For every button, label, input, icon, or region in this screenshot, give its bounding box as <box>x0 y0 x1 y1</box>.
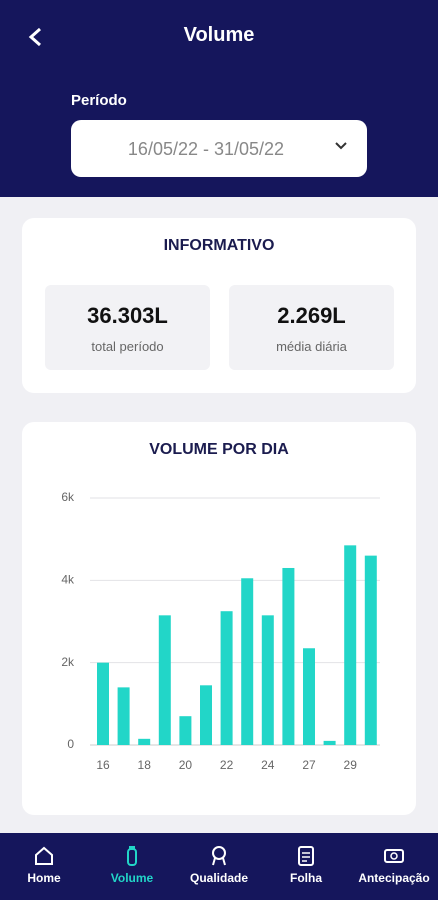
x-tick-label: 16 <box>96 758 110 772</box>
period-dropdown[interactable]: 16/05/22 - 31/05/22 <box>71 120 367 177</box>
bar <box>261 615 274 745</box>
nav-icon <box>35 846 53 865</box>
bar <box>303 648 315 745</box>
x-tick-label: 29 <box>344 758 358 772</box>
back-button[interactable] <box>26 26 46 48</box>
header: Volume Período 16/05/22 - 31/05/22 <box>0 0 438 197</box>
x-tick-label: 27 <box>302 758 316 772</box>
bar <box>138 738 151 745</box>
chart-title: VOLUME POR DIA <box>149 441 289 458</box>
nav-item[interactable]: Volume <box>88 833 176 900</box>
x-tick-label: 20 <box>179 758 193 772</box>
chart-card: VOLUME POR DIA 0 2k 4k 6k 16 18 20 22 24 27 29 <box>22 422 416 815</box>
y-tick-label: 4k <box>61 573 75 587</box>
info-box: 2.269L média diária <box>229 285 394 370</box>
bar <box>323 740 336 745</box>
bar <box>200 685 212 745</box>
nav-label: Folha <box>290 871 322 885</box>
nav-label: Volume <box>110 871 154 885</box>
bar <box>241 578 254 745</box>
nav-item[interactable]: Folha <box>262 833 350 900</box>
bottom-nav: Home Volume Qualidade Folha Antecipação <box>0 833 438 900</box>
bar <box>179 716 192 745</box>
nav-icon <box>298 846 314 866</box>
bar <box>220 611 233 745</box>
x-tick-label: 24 <box>261 758 275 772</box>
info-card: INFORMATIVO 36.303L total período 2.269L… <box>22 218 416 393</box>
nav-label: Qualidade <box>189 871 248 885</box>
info-label: média diária <box>276 339 347 354</box>
y-tick-label: 0 <box>67 737 74 751</box>
bar <box>364 555 377 745</box>
info-title: INFORMATIVO <box>163 237 275 254</box>
x-tick-label: 22 <box>220 758 234 772</box>
bar <box>97 662 109 745</box>
bar <box>282 567 295 745</box>
y-tick-label: 6k <box>61 490 75 504</box>
x-tick-label: 18 <box>138 758 152 772</box>
bar <box>117 687 130 745</box>
chevron <box>335 142 347 150</box>
nav-icon <box>212 846 226 866</box>
info-label: total período <box>91 339 164 354</box>
nav-icon <box>127 846 137 866</box>
bar <box>344 545 357 745</box>
chart: 0 2k 4k 6k 16 18 20 22 24 27 29 <box>61 490 380 772</box>
bar <box>158 615 171 745</box>
y-tick-label: 2k <box>61 655 75 669</box>
nav-item[interactable]: Qualidade <box>175 833 263 900</box>
period-label: Período <box>71 92 127 109</box>
nav-label: Antecipação <box>358 871 430 885</box>
page-title: Volume <box>183 24 255 46</box>
info-value: 2.269L <box>277 303 346 328</box>
nav-item[interactable]: Home <box>0 833 88 900</box>
period-value: 16/05/22 - 31/05/22 <box>127 139 285 159</box>
info-value: 36.303L <box>87 303 168 328</box>
nav-icon <box>384 849 404 863</box>
nav-item[interactable]: Antecipação <box>350 833 438 900</box>
info-box: 36.303L total período <box>45 285 210 370</box>
nav-label: Home <box>27 871 61 885</box>
